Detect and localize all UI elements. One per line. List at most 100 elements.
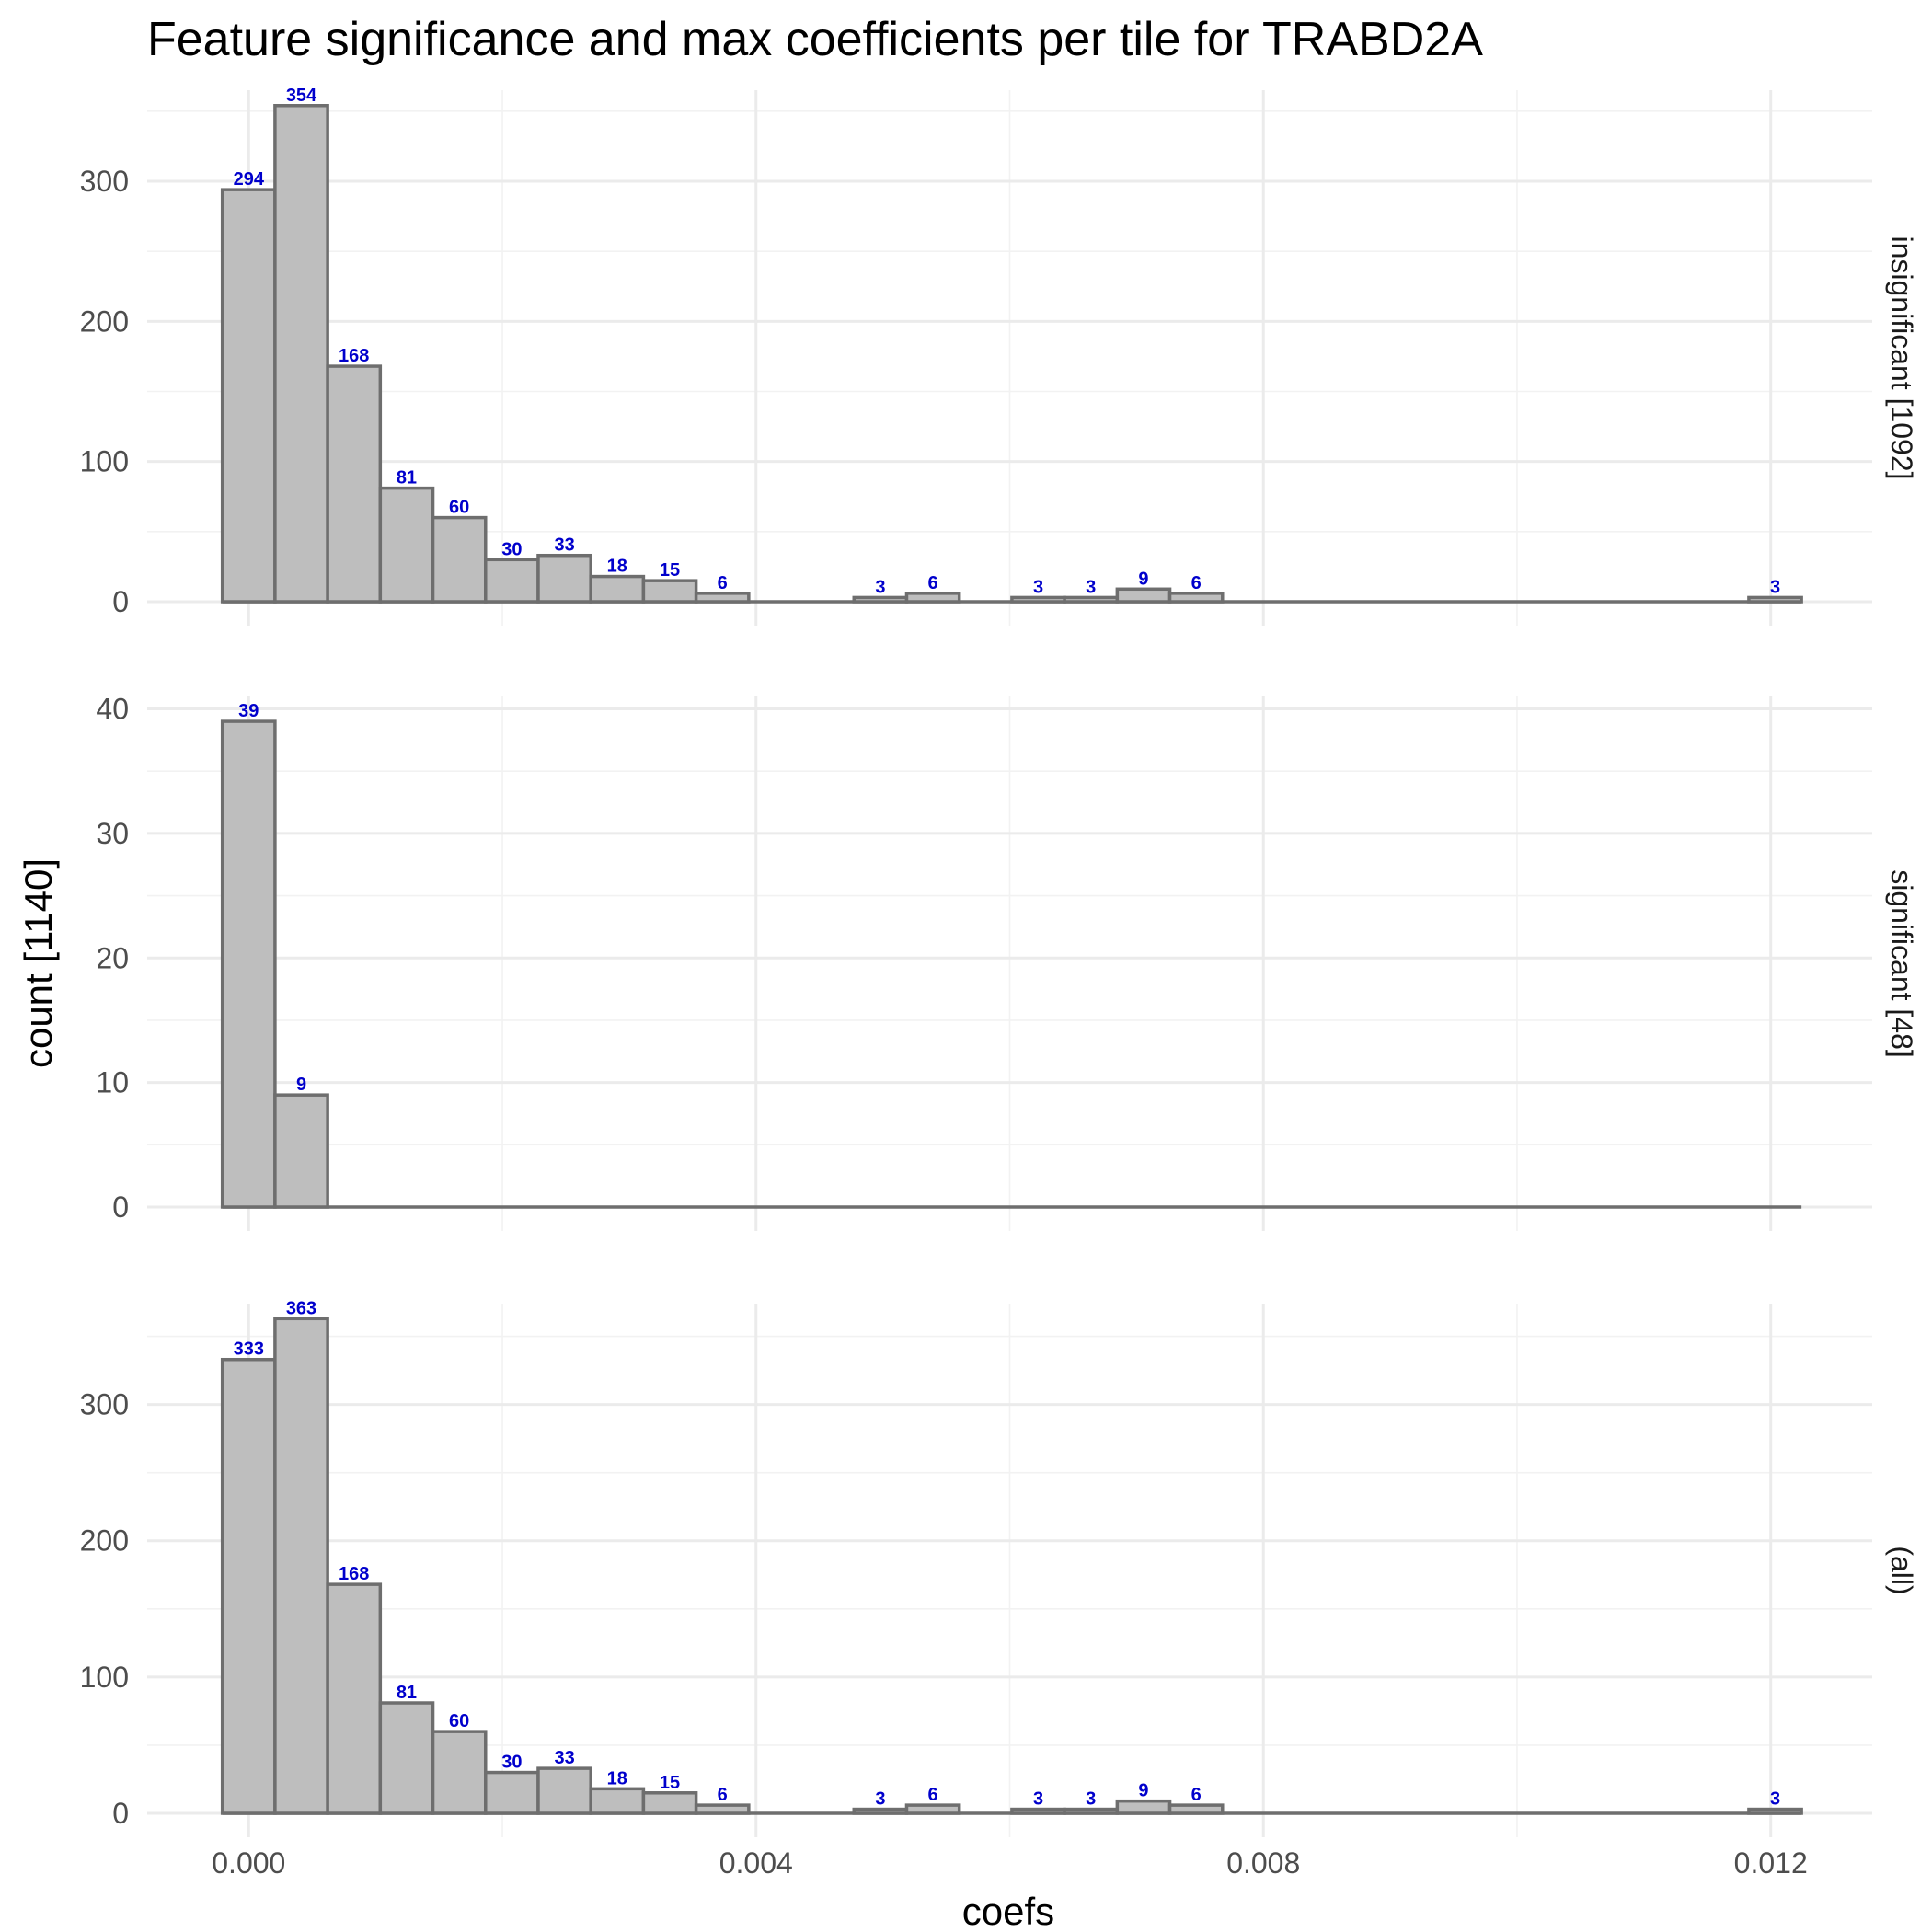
- bar-count-label: 81: [397, 468, 417, 489]
- histogram-bar: [484, 1770, 540, 1815]
- chart-title: Feature significance and max coefficient…: [147, 13, 1483, 66]
- bar-count-label: 3: [1086, 1789, 1096, 1810]
- histogram-bar: [273, 1093, 329, 1209]
- y-tick-label: 300: [80, 1388, 129, 1421]
- bar-count-label: 3: [875, 577, 885, 597]
- bar-count-label: 15: [660, 1773, 680, 1793]
- bar-count-label: 33: [554, 535, 574, 556]
- histogram-bar: [378, 486, 435, 604]
- bar-count-label: 60: [449, 498, 469, 518]
- histogram-bar: [1063, 595, 1120, 604]
- histogram-bar: [273, 104, 329, 604]
- histogram-bar: [1063, 1807, 1120, 1815]
- bar-count-label: 6: [718, 1785, 728, 1805]
- bar-count-label: 15: [660, 560, 680, 581]
- facet-strip-label: insignificant [1092]: [1885, 236, 1918, 479]
- x-axis-ticks: 0.000 0.004 0.008 0.012: [212, 1846, 1807, 1880]
- histogram-bar: [536, 1766, 592, 1815]
- bar-count-label: 6: [718, 573, 728, 593]
- x-axis-title: coefs: [962, 1890, 1054, 1932]
- bar-count-label: 39: [238, 701, 259, 721]
- bar-count-label: 6: [1191, 1785, 1202, 1805]
- histogram-bar: [326, 364, 383, 604]
- bar-count-label: 18: [607, 557, 627, 577]
- bar-count-label: 9: [296, 1075, 306, 1095]
- histogram-bar: [641, 579, 698, 604]
- y-tick-label: 200: [80, 305, 129, 338]
- histogram-bar: [378, 1701, 435, 1815]
- bar-count-label: 9: [1138, 569, 1148, 589]
- histogram-bar: [1167, 1803, 1225, 1815]
- histogram-bar: [1115, 1799, 1172, 1815]
- histogram-bar: [273, 1317, 329, 1815]
- x-tick-label: 0.000: [212, 1846, 285, 1880]
- y-tick-label: 20: [96, 941, 129, 974]
- bar-count-label: 30: [501, 539, 522, 559]
- bar-count-label: 60: [449, 1711, 469, 1731]
- histogram-bar: [220, 1357, 277, 1815]
- y-tick-label: 300: [80, 165, 129, 198]
- y-axis-title: count [1140]: [17, 858, 60, 1068]
- bar-count-label: 3: [1033, 577, 1043, 597]
- histogram-bar: [694, 592, 751, 604]
- histogram-bar: [1010, 1807, 1066, 1815]
- bar-count-label: 3: [1033, 1789, 1043, 1810]
- bar-count-label: 363: [286, 1298, 316, 1318]
- histogram-bar: [1115, 587, 1172, 604]
- facet-panel: 0 10 20 30 40 39 9 significant [48]: [96, 693, 1918, 1231]
- histogram-bar: [1747, 595, 1803, 604]
- bar-count-label: 3: [1770, 577, 1780, 597]
- histogram-bar: [1010, 595, 1066, 604]
- histogram-bar: [484, 558, 540, 604]
- histogram-bar: [904, 592, 961, 604]
- bar-count-label: 9: [1138, 1781, 1148, 1801]
- bar-count-label: 6: [928, 1785, 938, 1805]
- bar-count-label: 333: [234, 1340, 264, 1360]
- facet-strip-label: (all): [1885, 1546, 1918, 1594]
- histogram-bar: [1167, 592, 1225, 604]
- facet-strip-label: significant [48]: [1885, 869, 1918, 1058]
- y-tick-label: 100: [80, 445, 129, 478]
- histogram-bar: [1747, 1807, 1803, 1815]
- y-tick-label: 40: [96, 693, 129, 726]
- bar-count-label: 168: [339, 346, 369, 366]
- bar-count-label: 6: [1191, 573, 1202, 593]
- y-tick-label: 10: [96, 1066, 129, 1099]
- y-tick-label: 0: [112, 585, 129, 618]
- histogram-bar: [694, 1803, 751, 1815]
- y-tick-label: 30: [96, 817, 129, 850]
- histogram-bar: [431, 515, 488, 604]
- histogram-bar: [326, 1582, 383, 1815]
- histogram-bar: [431, 1730, 488, 1815]
- bar-count-label: 3: [1086, 577, 1096, 597]
- y-tick-label: 200: [80, 1524, 129, 1558]
- histogram-bar: [641, 1791, 698, 1815]
- bar-count-label: 3: [875, 1789, 885, 1810]
- histogram-bar: [589, 1787, 646, 1815]
- x-tick-label: 0.012: [1734, 1846, 1808, 1880]
- bar-count-label: 30: [501, 1753, 522, 1773]
- histogram-bar: [536, 553, 592, 604]
- bar-count-label: 81: [397, 1683, 417, 1703]
- x-tick-label: 0.008: [1226, 1846, 1300, 1880]
- histogram-bar: [904, 1803, 961, 1815]
- histogram-bar: [220, 188, 277, 604]
- y-tick-label: 0: [112, 1190, 129, 1224]
- bar-count-label: 354: [286, 86, 317, 106]
- histogram-bar: [589, 574, 646, 604]
- histogram-bar: [852, 595, 909, 604]
- bar-count-label: 33: [554, 1748, 574, 1768]
- y-tick-label: 0: [112, 1797, 129, 1830]
- y-tick-label: 100: [80, 1661, 129, 1694]
- bar-count-label: 3: [1770, 1789, 1780, 1810]
- histogram-bar: [220, 719, 277, 1209]
- bar-count-label: 18: [607, 1768, 627, 1788]
- x-tick-label: 0.004: [719, 1846, 793, 1880]
- bar-count-label: 6: [928, 573, 938, 593]
- histogram-bar: [852, 1807, 909, 1815]
- bar-count-label: 168: [339, 1564, 369, 1584]
